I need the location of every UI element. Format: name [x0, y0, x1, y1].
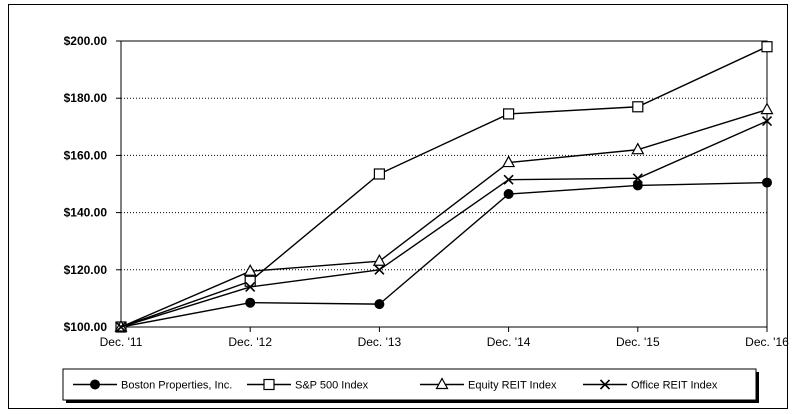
x-tick-label: Dec. '16: [745, 335, 789, 349]
series-equity-reit-index: [114, 102, 774, 332]
legend-label: Equity REIT Index: [468, 380, 557, 392]
x-tick-label: Dec. '13: [358, 335, 402, 349]
data-point: [243, 263, 257, 276]
data-point: [263, 378, 275, 391]
data-point: [374, 299, 385, 310]
series-line: [120, 108, 768, 328]
x-tick-label: Dec. '11: [100, 335, 143, 349]
data-point: [503, 108, 515, 120]
y-tick-label: $160.00: [64, 148, 108, 162]
x-tick-label: Dec. '14: [487, 335, 531, 349]
plot-area: [120, 40, 768, 328]
data-point: [502, 155, 516, 168]
data-point: [631, 142, 645, 155]
x-axis-ticks: Dec. '11 Dec. '12 Dec. '13 Dec. '14 Dec. '15…: [100, 327, 789, 349]
legend-item: Equity REIT Index: [420, 377, 557, 392]
data-point: [244, 275, 256, 287]
data-point: [115, 321, 127, 333]
y-tick-label: $180.00: [64, 91, 108, 105]
data-point: [632, 173, 643, 184]
legend-label: Boston Properties, Inc.: [121, 380, 232, 392]
data-point: [372, 253, 386, 266]
series-layer: [114, 41, 774, 333]
data-point: [761, 116, 773, 127]
data-point: [374, 264, 385, 275]
legend-box: [62, 368, 757, 401]
chart-frame: [8, 4, 788, 409]
y-tick-label: $140.00: [64, 206, 108, 220]
y-tick-label: $200.00: [64, 34, 108, 48]
legend-item: S&P 500 Index: [247, 378, 369, 392]
data-point: [762, 177, 772, 188]
grid-lines: [121, 97, 767, 271]
data-point: [632, 180, 643, 191]
data-point: [760, 102, 774, 115]
legend: Boston Properties, Inc. S&P 500 Index Equi…: [62, 368, 759, 403]
data-point: [599, 379, 611, 390]
data-point: [90, 379, 100, 390]
y-axis-ticks: $100.00 $120.00 $140.00 $160.00 $180.00 $200.…: [64, 34, 121, 334]
data-point: [761, 41, 773, 53]
data-point: [503, 174, 514, 185]
data-point: [632, 101, 644, 113]
data-point: [503, 189, 514, 200]
y-tick-label: $100.00: [64, 320, 108, 334]
data-point: [245, 297, 256, 308]
x-tick-label: Dec. '15: [616, 335, 660, 349]
series-s-p-500-index: [115, 41, 773, 333]
y-tick-label: $120.00: [64, 263, 108, 277]
legend-label: Office REIT Index: [631, 380, 718, 392]
series-office-reit-index: [115, 116, 773, 333]
x-tick-label: Dec. '12: [228, 335, 272, 349]
data-point: [245, 281, 256, 293]
series-line: [120, 46, 768, 328]
series-line: [120, 120, 768, 328]
series-boston-properties-inc: [116, 177, 772, 332]
legend-item: Boston Properties, Inc.: [73, 379, 232, 392]
data-point: [435, 377, 449, 390]
series-line: [120, 181, 768, 328]
data-point: [373, 168, 385, 180]
legend-item: Office REIT Index: [583, 379, 718, 392]
legend-label: S&P 500 Index: [295, 380, 369, 392]
